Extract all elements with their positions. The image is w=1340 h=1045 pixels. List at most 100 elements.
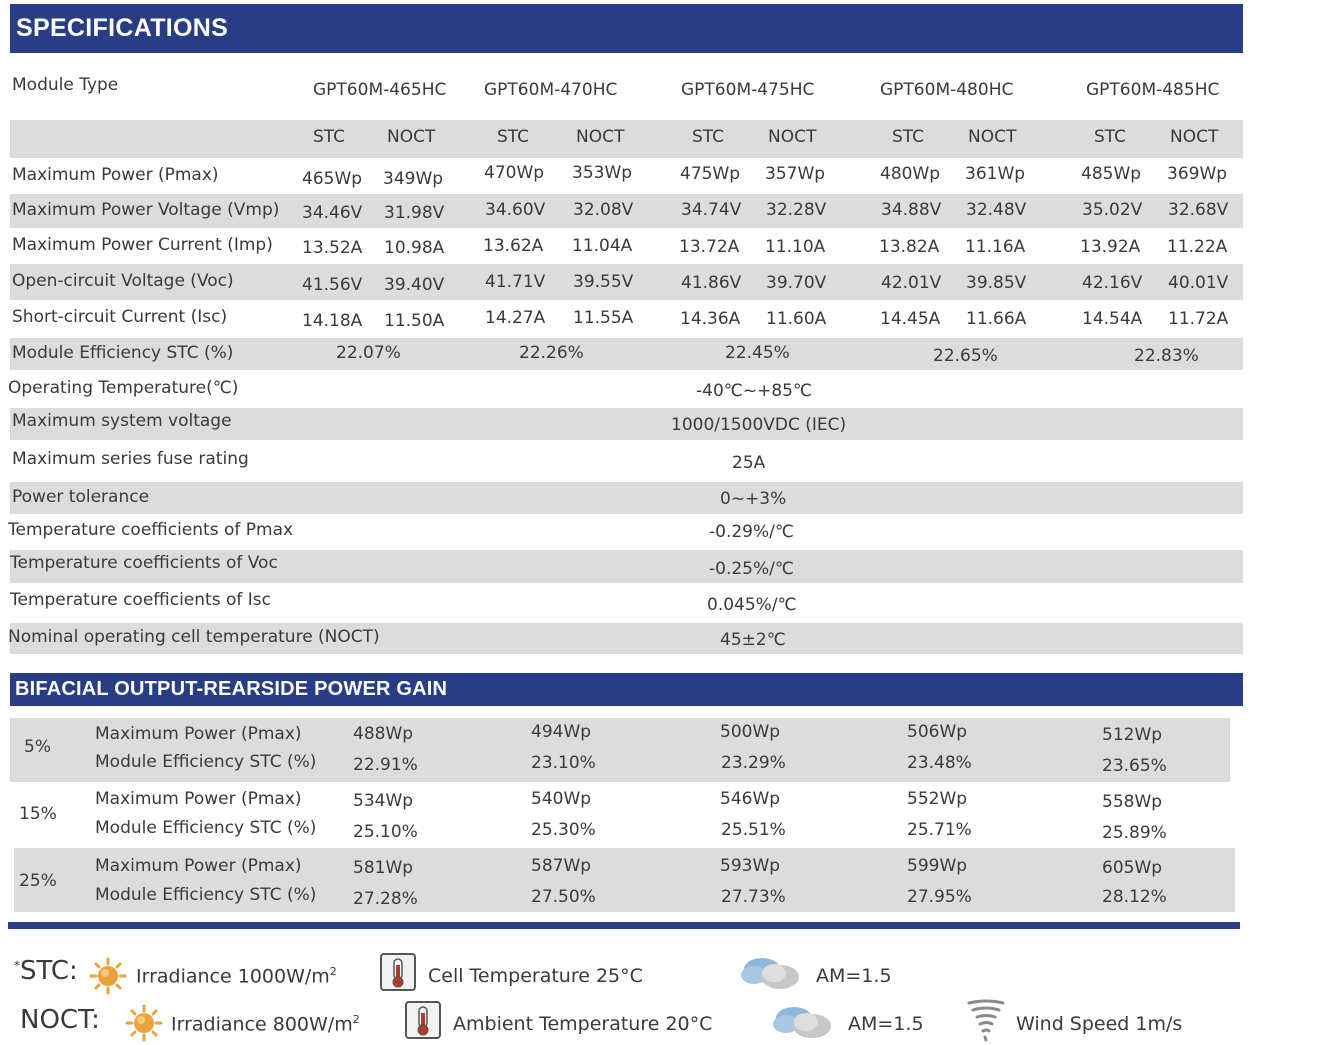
model-name: GPT60M-465HC	[313, 80, 447, 100]
bifacial-value: 540Wp	[531, 789, 592, 809]
bifacial-value: 23.10%	[531, 753, 596, 773]
spec-row-isc: Short-circuit Current (Isc) 14.18A 11.50…	[10, 300, 1243, 338]
spec-value: 42.16V	[1082, 273, 1143, 293]
stc-legend-label: *STC:	[14, 956, 78, 986]
cloud-icon	[740, 955, 802, 995]
bifacial-row-label: Maximum Power (Pmax)	[95, 724, 302, 744]
spec-value: 1000/1500VDC (IEC)	[671, 415, 847, 435]
bifacial-value: 25.51%	[721, 820, 786, 840]
spec-value: 11.50A	[384, 311, 445, 331]
spec-value: 13.72A	[679, 237, 740, 257]
spec-row-label: Maximum Power Voltage (Vmp)	[12, 200, 280, 220]
stc-legend-text: STC:	[20, 956, 78, 986]
model-name: GPT60M-475HC	[681, 80, 815, 100]
bifacial-group-25: 25% Maximum Power (Pmax) Module Efficien…	[14, 848, 1235, 912]
spec-value: 14.36A	[680, 309, 741, 329]
spec-value: 14.27A	[485, 308, 546, 328]
spec-row-label: Maximum Power Current (Imp)	[12, 235, 273, 255]
spec-value: 22.65%	[933, 346, 998, 366]
noct-column-label: NOCT	[576, 127, 625, 147]
spec-value: 11.04A	[572, 236, 633, 256]
model-name: GPT60M-485HC	[1086, 80, 1220, 100]
spec-row-power-tolerance: Power tolerance 0~+3%	[10, 482, 1243, 514]
spec-value: 40.01V	[1168, 273, 1229, 293]
spec-value: 349Wp	[383, 169, 444, 189]
spec-value: 25A	[732, 453, 766, 473]
stc-column-label: STC	[1094, 127, 1127, 147]
noct-column-label: NOCT	[768, 127, 817, 147]
noct-irradiance-text: Irradiance 800W/m	[171, 1013, 353, 1036]
stc-air-mass: AM=1.5	[816, 965, 892, 987]
stc-noct-header-row: STC NOCT STC NOCT STC NOCT STC NOCT STC …	[10, 120, 1243, 158]
bifacial-value: 512Wp	[1102, 725, 1163, 745]
spec-row-temp-coef-pmax: Temperature coefficients of Pmax -0.29%/…	[8, 514, 1243, 550]
superscript-2: 2	[352, 1013, 360, 1026]
spec-row-voc: Open-circuit Voltage (Voc) 41.56V 39.40V…	[10, 264, 1243, 300]
stc-column-label: STC	[497, 127, 530, 147]
spec-value: 11.66A	[966, 309, 1027, 329]
spec-value: 14.45A	[880, 309, 941, 329]
bottom-rule	[8, 922, 1240, 929]
model-name: GPT60M-480HC	[880, 80, 1014, 100]
bifacial-value: 546Wp	[720, 789, 781, 809]
gain-label: 25%	[19, 871, 57, 891]
spec-value: 11.72A	[1168, 309, 1229, 329]
spec-value: 11.10A	[765, 237, 826, 257]
bifacial-value: 552Wp	[907, 789, 968, 809]
spec-value: 11.22A	[1167, 237, 1228, 257]
stc-irradiance: Irradiance 1000W/m2	[136, 965, 337, 987]
spec-value: 39.40V	[384, 275, 445, 295]
spec-value: 11.55A	[573, 308, 634, 328]
spec-value: 22.07%	[336, 343, 401, 363]
spec-value: 35.02V	[1082, 200, 1143, 220]
noct-column-label: NOCT	[968, 127, 1017, 147]
spec-value: 14.18A	[302, 311, 363, 331]
bifacial-row-label: Maximum Power (Pmax)	[95, 789, 302, 809]
spec-row-operating-temperature: Operating Temperature(℃) -40℃~+85℃	[8, 370, 1243, 408]
noct-legend-label: NOCT:	[20, 1005, 100, 1035]
bifacial-value: 25.71%	[907, 820, 972, 840]
spec-row-label: Power tolerance	[12, 487, 150, 507]
spec-value: 475Wp	[680, 164, 741, 184]
spec-value: 31.98V	[384, 203, 445, 223]
spec-value: 480Wp	[880, 164, 941, 184]
bifacial-value: 494Wp	[531, 722, 592, 742]
spec-value: 353Wp	[572, 163, 633, 183]
spec-value: 45±2℃	[720, 630, 786, 650]
spec-row-imp: Maximum Power Current (Imp) 13.52A 10.98…	[10, 228, 1243, 264]
module-type-row: Module Type GPT60M-465HC GPT60M-470HC GP…	[10, 72, 1243, 112]
bifacial-value: 27.73%	[721, 887, 786, 907]
noct-wind-speed: Wind Speed 1m/s	[1016, 1013, 1183, 1035]
stc-column-label: STC	[892, 127, 925, 147]
bifacial-value: 27.28%	[353, 889, 418, 909]
spec-value: 34.88V	[881, 200, 942, 220]
spec-value: 13.92A	[1080, 237, 1141, 257]
spec-value: 39.55V	[573, 272, 634, 292]
spec-row-label: Temperature coefficients of Isc	[10, 590, 271, 610]
spec-row-pmax: Maximum Power (Pmax) 465Wp 349Wp 470Wp 3…	[10, 158, 1243, 194]
spec-value: 32.28V	[766, 200, 827, 220]
noct-irradiance: Irradiance 800W/m2	[171, 1013, 360, 1035]
bifacial-value: 25.89%	[1102, 823, 1167, 843]
bifacial-value: 593Wp	[720, 856, 781, 876]
bifacial-row-label: Module Efficiency STC (%)	[95, 752, 317, 772]
gain-label: 5%	[24, 737, 51, 757]
spec-value: 465Wp	[302, 169, 363, 189]
spec-row-noct: Nominal operating cell temperature (NOCT…	[8, 623, 1243, 654]
spec-value: 34.60V	[485, 200, 546, 220]
spec-row-label: Maximum series fuse rating	[12, 449, 249, 469]
stc-irradiance-text: Irradiance 1000W/m	[136, 965, 330, 988]
spec-value: 10.98A	[384, 238, 445, 258]
spec-row-label: Operating Temperature(℃)	[8, 378, 239, 398]
spec-value: 42.01V	[881, 273, 942, 293]
spec-value: 14.54A	[1082, 309, 1143, 329]
spec-row-temp-coef-isc: Temperature coefficients of Isc 0.045%/℃	[10, 583, 1243, 623]
spec-row-label: Short-circuit Current (Isc)	[12, 307, 228, 327]
bifacial-row-label: Module Efficiency STC (%)	[95, 818, 317, 838]
spec-value: 357Wp	[765, 164, 826, 184]
spec-value: 485Wp	[1081, 164, 1142, 184]
model-name: GPT60M-470HC	[484, 80, 618, 100]
stc-cell-temperature: Cell Temperature 25°C	[428, 965, 643, 987]
bifacial-group-15: 15% Maximum Power (Pmax) Module Efficien…	[10, 782, 1230, 848]
spec-value: 41.56V	[302, 275, 363, 295]
